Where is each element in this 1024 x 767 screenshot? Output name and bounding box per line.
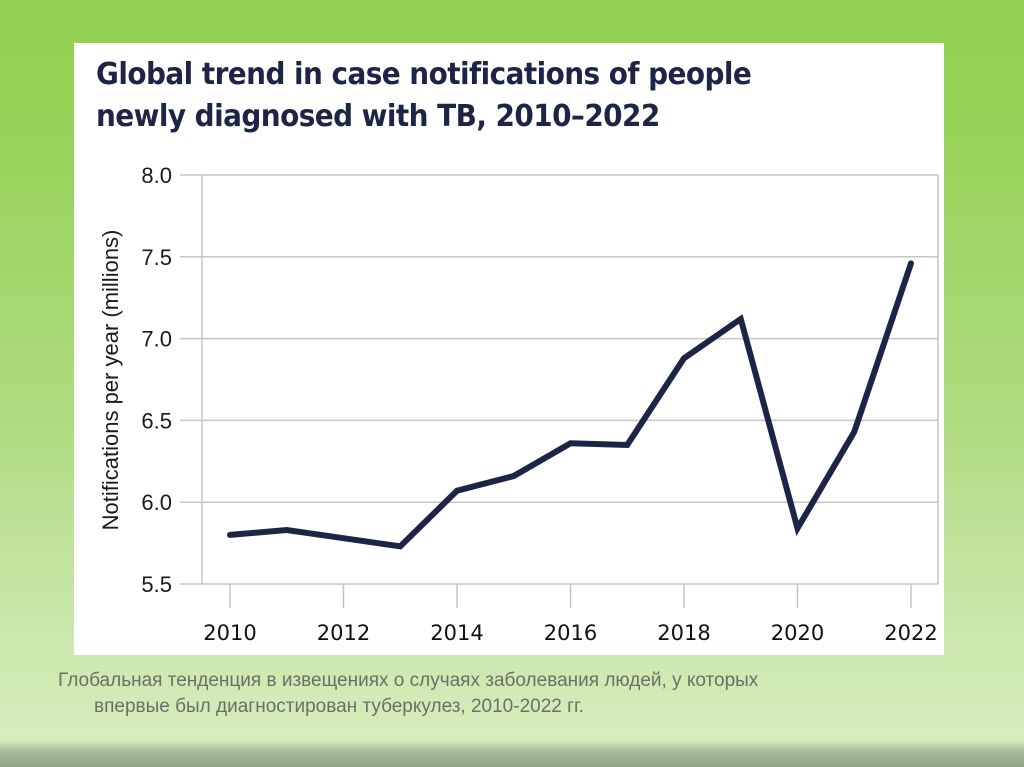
y-tick-label: 6.0 [141,490,172,515]
chart-panel [74,43,944,655]
x-tick-label: 2018 [657,621,710,645]
x-tick-label: 2020 [771,621,824,645]
caption-line-1: Глобальная тенденция в извещениях о случ… [58,670,759,691]
gridlines [180,174,938,585]
axes [201,175,939,608]
series-line [227,260,914,550]
chart-title-line-2: newly diagnosed with TB, 2010–2022 [96,99,660,134]
caption: Глобальная тенденция в извещениях о случ… [58,668,958,720]
x-tick-label: 2012 [317,621,370,645]
series [227,260,914,550]
x-tick-label: 2010 [203,621,256,645]
y-tick-label: 8.0 [141,163,172,188]
y-tick-label: 6.5 [141,408,172,433]
y-tick-label: 5.5 [141,572,172,597]
chart-title-line-1: Global trend in case notifications of pe… [96,57,752,92]
x-tick-label: 2014 [430,621,483,645]
y-tick-label: 7.0 [141,327,172,352]
x-tick-label: 2022 [884,621,937,645]
chart-title: Global trend in case notifications of pe… [96,54,752,138]
y-axis-label: Notifications per year (millions) [98,230,123,531]
y-tick-labels: 5.5 6.0 6.5 7.0 7.5 8.0 [141,163,172,597]
x-tick-labels: 2010 2012 2014 2016 2018 2020 2022 [203,621,937,645]
x-tick-label: 2016 [544,621,597,645]
y-tick-label: 7.5 [141,245,172,270]
caption-line-2: впервые был диагностирован туберкулез, 2… [94,696,584,717]
